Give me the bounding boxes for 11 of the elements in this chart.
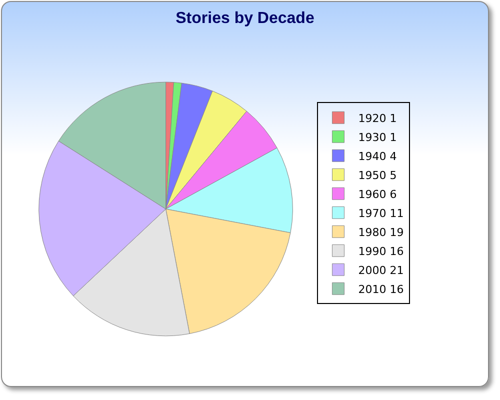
legend-label: 1980 19 — [358, 226, 404, 239]
chart-title: Stories by Decade — [176, 10, 314, 27]
legend-label: 1960 6 — [358, 188, 397, 201]
legend-label: 1940 4 — [358, 150, 397, 163]
legend-label: 1990 16 — [358, 244, 404, 258]
legend-label: 2000 21 — [358, 264, 404, 277]
legend-label: 1950 5 — [358, 168, 397, 182]
legend-label: 1920 1 — [358, 112, 397, 125]
legend-label: 1970 11 — [358, 206, 404, 220]
legend-label: 2010 16 — [358, 282, 404, 296]
legend-label: 1930 1 — [358, 130, 397, 144]
